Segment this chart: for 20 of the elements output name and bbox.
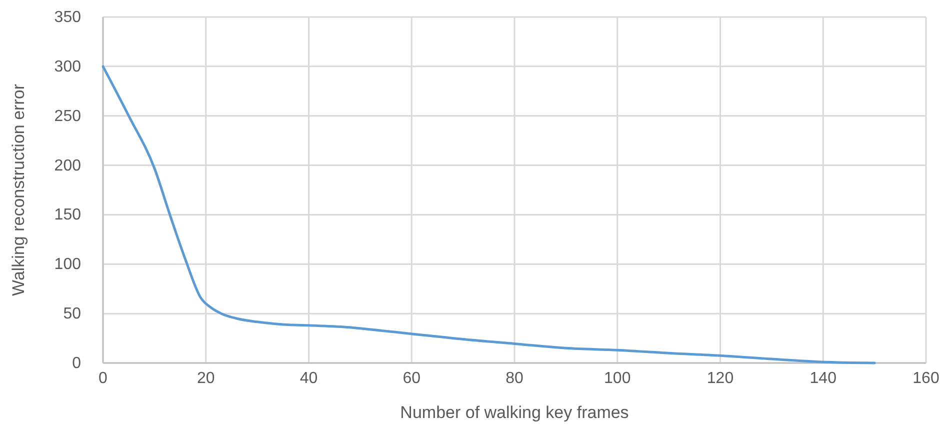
- x-tick-label: 40: [300, 370, 318, 387]
- x-tick-label: 60: [402, 370, 421, 387]
- line-series: [102, 65, 876, 364]
- y-tick-label: 50: [63, 306, 82, 323]
- y-axis-title: Walking reconstruction error: [9, 84, 28, 296]
- x-tick-label: 160: [912, 370, 940, 387]
- y-tick-label: 0: [72, 355, 82, 372]
- x-axis-title: Number of walking key frames: [400, 403, 629, 422]
- y-tick-label: 200: [54, 157, 82, 174]
- y-tick-label: 250: [54, 108, 82, 125]
- x-tick-label: 80: [506, 370, 524, 387]
- y-tick-label: 300: [54, 58, 82, 76]
- x-tick-label: 120: [706, 370, 734, 387]
- x-tick-label: 140: [810, 370, 837, 387]
- x-tick-label: 20: [196, 370, 215, 387]
- y-tick-label: 100: [54, 256, 82, 274]
- y-tick-label: 150: [54, 206, 82, 224]
- y-tick-label: 350: [54, 9, 82, 26]
- x-tick-label: 0: [98, 370, 108, 387]
- x-tick-label: 100: [604, 370, 631, 387]
